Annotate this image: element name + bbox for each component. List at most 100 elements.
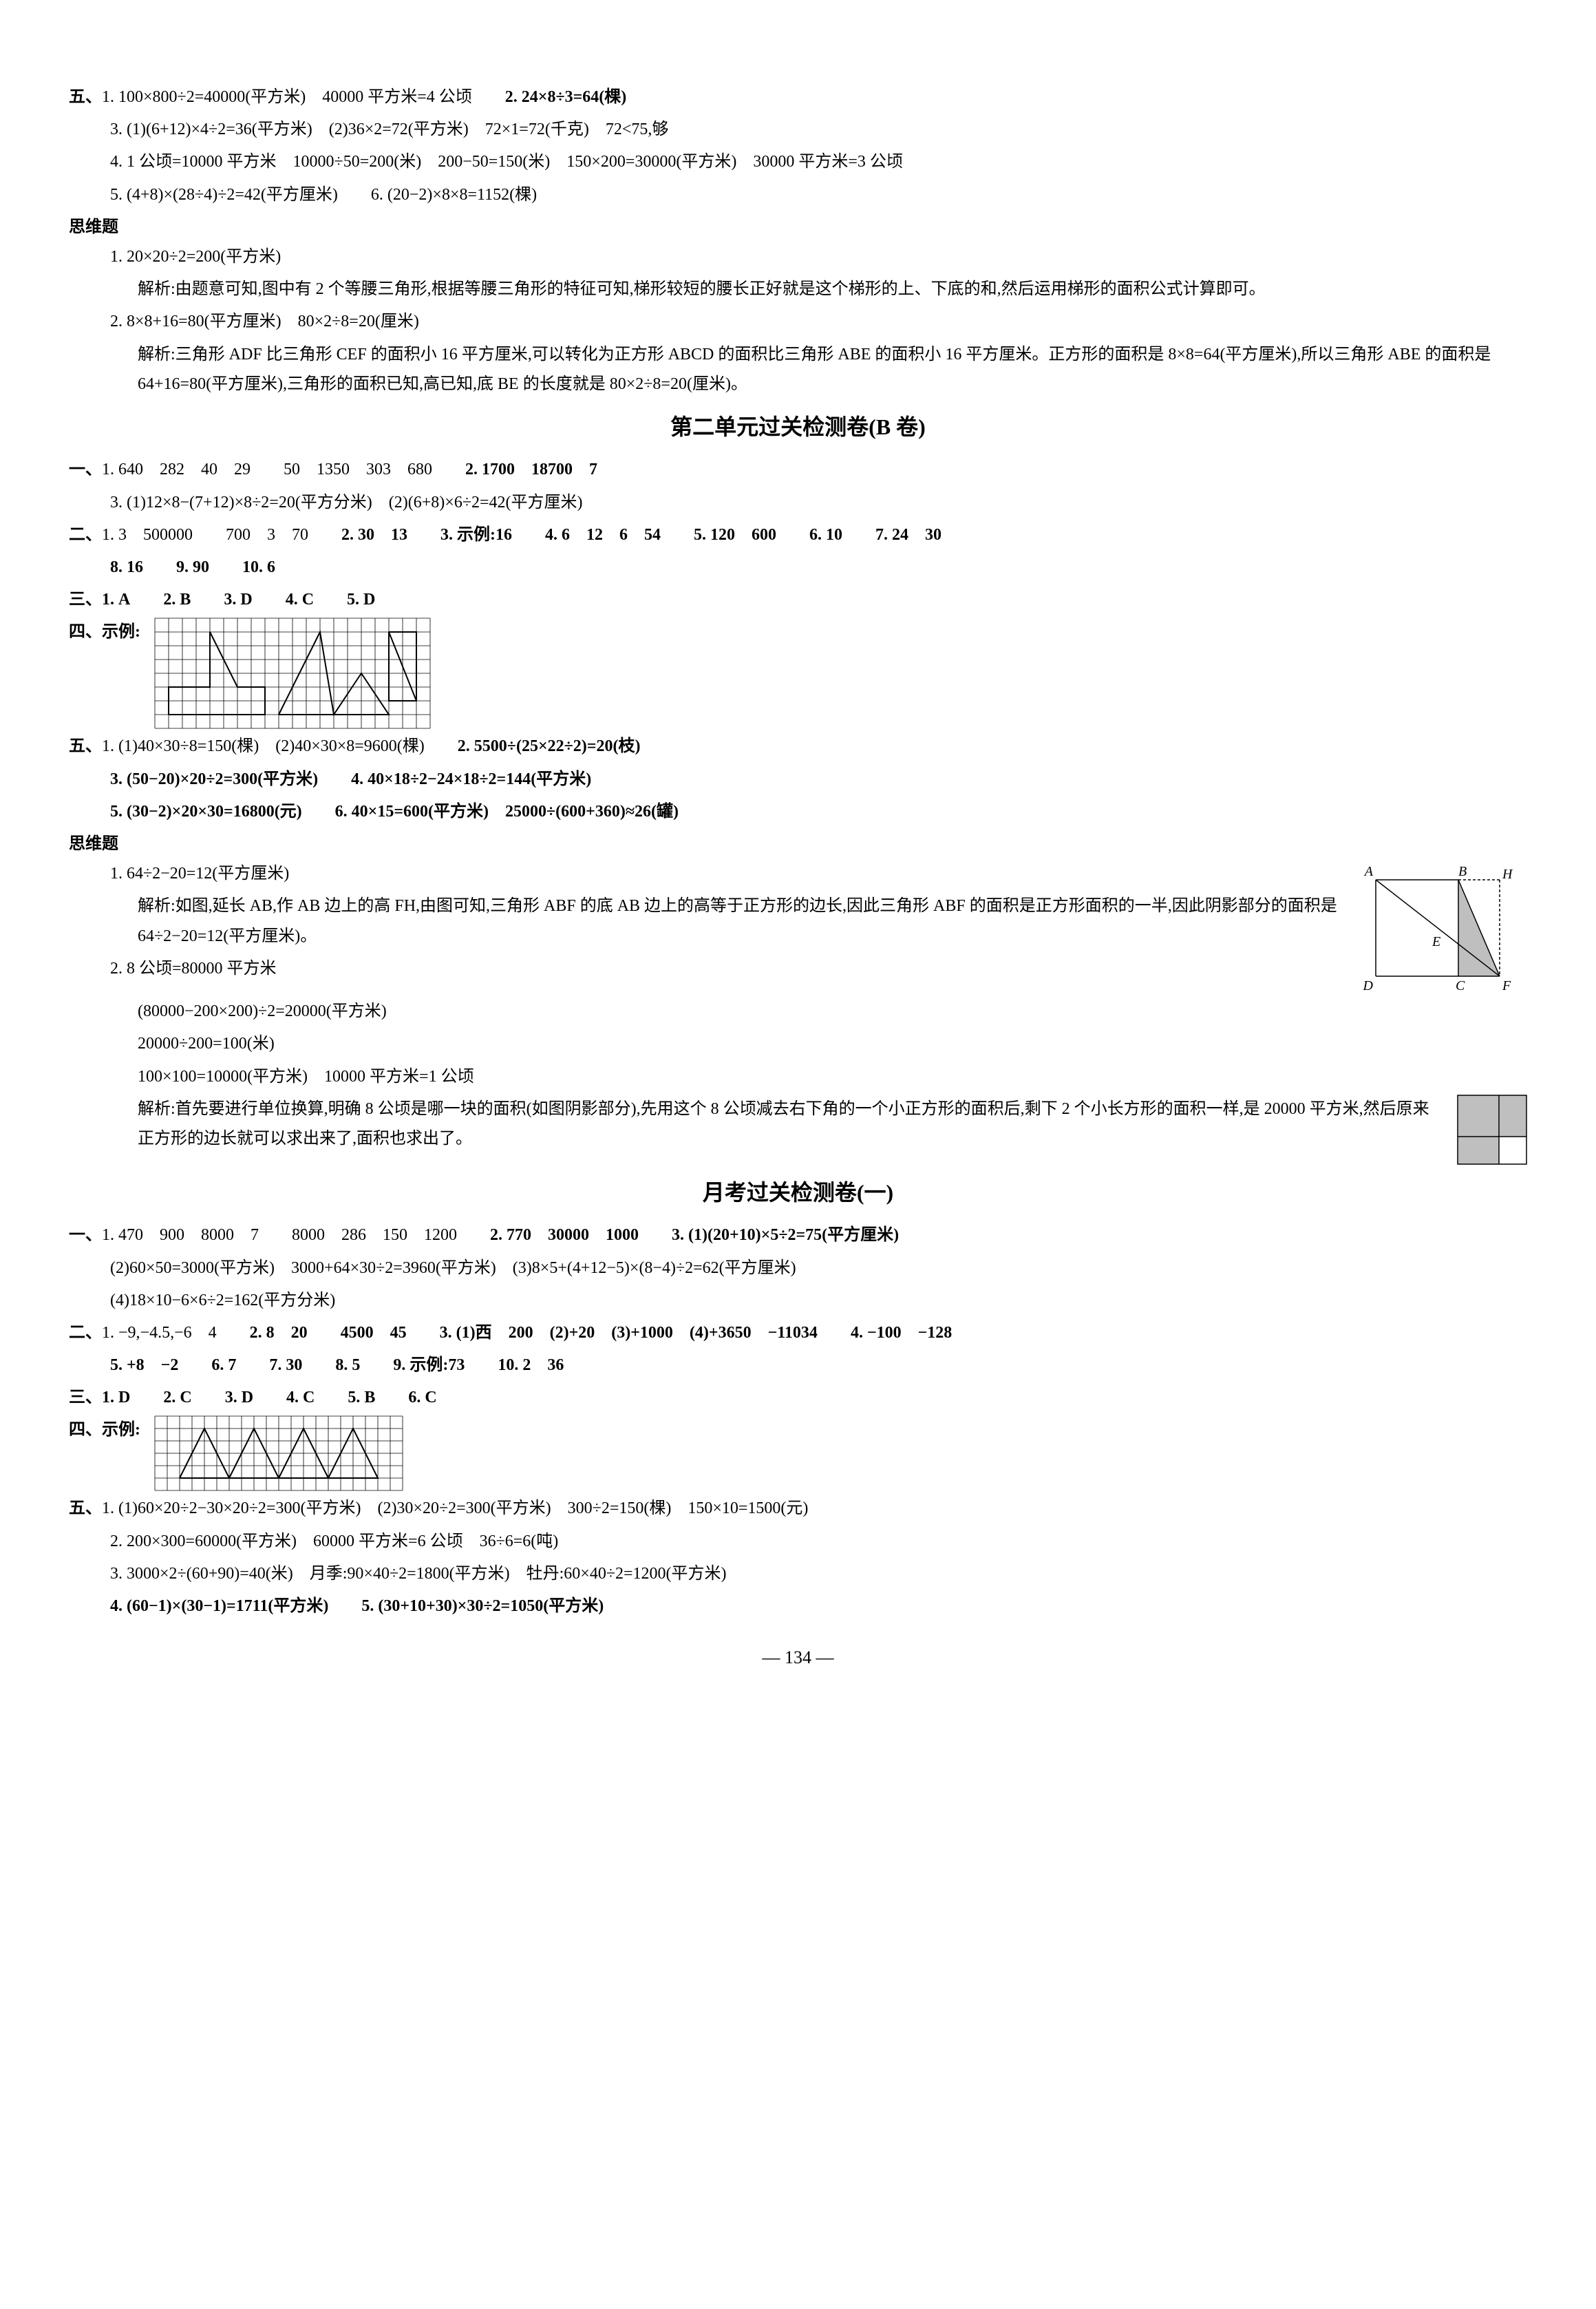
unit2-think-label: 思维题	[69, 835, 118, 853]
unit2-s5-row2: 3. (50−20)×20÷2=300(平方米) 4. 40×18÷2−24×1…	[69, 765, 1527, 794]
unit2-s1-1a: 1. 640 282 40 29 50 1350 303 680	[102, 461, 432, 478]
unit2-s3: 三、1. A 2. B 3. D 4. C 5. D	[69, 585, 1527, 615]
sectionA-line1: 五、1. 100×800÷2=40000(平方米) 40000 平方米=4 公顷…	[69, 83, 1527, 112]
ms1-1c: 3. (1)(20+10)×5÷2=75(平方厘米)	[672, 1226, 899, 1244]
thinkA-t1exp: 解析:由题意可知,图中有 2 个等腰三角形,根据等腰三角形的特征可知,梯形较短的…	[69, 275, 1527, 304]
ms3-2: 2. C	[163, 1389, 191, 1406]
u2s5-1a: 1. (1)40×30÷8=150(棵) (2)40×30×8=9600(棵)	[102, 737, 425, 755]
svg-text:C: C	[1456, 978, 1465, 993]
page-number: — 134 —	[69, 1642, 1527, 1674]
thinkA-label: 思维题	[69, 218, 118, 236]
unit2-s2-row2: 8. 16 9. 90 10. 6	[69, 553, 1527, 582]
ms3-3: 3. D	[225, 1389, 253, 1406]
sectionA-item2: 2. 24×8÷3=64(棵)	[505, 88, 627, 106]
svg-text:D: D	[1363, 978, 1374, 993]
u2s3-3: 3. D	[224, 591, 252, 609]
unit2-s1-3: 3. (1)12×8−(7+12)×8÷2=20(平方分米) (2)(6+8)×…	[69, 488, 1527, 518]
ms3-6: 6. C	[408, 1389, 436, 1406]
ms1-l3: (4)18×10−6×6÷2=162(平方分米)	[69, 1286, 1527, 1316]
sectionA-item1: 1. 100×800÷2=40000(平方米) 40000 平方米=4 公顷	[102, 88, 472, 106]
svg-text:B: B	[1458, 864, 1467, 879]
ms5-4: 4. (60−1)×(30−1)=1711(平方米)	[110, 1597, 328, 1615]
svg-text:F: F	[1502, 978, 1511, 993]
ms1-1b: 2. 770 30000 1000	[490, 1226, 639, 1244]
sectionA-item5-6: 5. (4+8)×(28÷4)÷2=42(平方厘米) 6. (20−2)×8×8…	[69, 180, 1527, 210]
ms2-6: 6. 7	[211, 1356, 236, 1374]
ms5-5: 5. (30+10+30)×30÷2=1050(平方米)	[361, 1597, 604, 1615]
ms3-5: 5. B	[348, 1389, 375, 1406]
u2s5-6: 6. 40×15=600(平方米) 25000÷(600+360)≈26(罐)	[335, 803, 679, 821]
ms2-8: 8. 5	[335, 1356, 360, 1374]
thinkA-t1: 1. 20×20÷2=200(平方米)	[69, 242, 1527, 272]
u2s3-4: 4. C	[286, 591, 314, 609]
monthly-s2-label: 二、	[69, 1324, 102, 1342]
sectionA-item5: 5. (4+8)×(28÷4)÷2=42(平方厘米)	[110, 186, 338, 204]
square-diagram	[1457, 1095, 1527, 1165]
sectionA-item3: 3. (1)(6+12)×4÷2=36(平方米) (2)36×2=72(平方米)…	[69, 115, 1527, 145]
u2think-t1exp: 解析:如图,延长 AB,作 AB 边上的高 FH,由图可知,三角形 ABF 的底…	[69, 892, 1341, 951]
unit2-think-block2: 解析:首先要进行单位换算,明确 8 公顷是哪一块的面积(如图阴影部分),先用这个…	[69, 1095, 1527, 1165]
monthly-s2-row2: 5. +8 −2 6. 7 7. 30 8. 5 9. 示例:73 10. 2 …	[69, 1351, 1527, 1380]
ms2-4: 4. −100 −128	[851, 1324, 952, 1342]
ms1-l2: (2)60×50=3000(平方米) 3000+64×30÷2=3960(平方米…	[69, 1254, 1527, 1283]
u2think-t1: 1. 64÷2−20=12(平方厘米)	[69, 859, 1341, 889]
unit2-s1-label: 一、	[69, 461, 102, 478]
u2s2-7: 7. 24 30	[875, 526, 941, 544]
u2s2-8: 8. 16	[110, 558, 143, 576]
u2think-t2exp: 解析:首先要进行单位换算,明确 8 公顷是哪一块的面积(如图阴影部分),先用这个…	[69, 1095, 1443, 1154]
unit2-s5-label: 五、	[69, 737, 102, 755]
u2s2-4: 4. 6 12 6 54	[545, 526, 661, 544]
ms2-3: 3. (1)西 200 (2)+20 (3)+1000 (4)+3650 −11…	[440, 1324, 818, 1342]
unit2-s1-1b: 2. 1700 18700 7	[465, 461, 597, 478]
svg-text:E: E	[1432, 934, 1440, 949]
ms2-9: 9. 示例:73	[393, 1356, 465, 1374]
u2s2-6: 6. 10	[809, 526, 842, 544]
grid-diagram-2	[154, 1415, 403, 1491]
sectionA-label: 五、	[69, 88, 102, 106]
u2s2-2: 2. 30 13	[341, 526, 407, 544]
monthly-s2-row1: 二、1. −9,−4.5,−6 4 2. 8 20 4500 45 3. (1)…	[69, 1318, 1527, 1348]
unit2-s1-row1: 一、1. 640 282 40 29 50 1350 303 680 2. 17…	[69, 455, 1527, 485]
ms5-1: 1. (1)60×20÷2−30×20÷2=300(平方米) (2)30×20÷…	[102, 1499, 808, 1517]
u2s3-1: 1. A	[102, 591, 130, 609]
svg-text:A: A	[1363, 864, 1374, 879]
u2s3-5: 5. D	[347, 591, 375, 609]
sectionA-item6: 6. (20−2)×8×8=1152(棵)	[371, 186, 537, 204]
u2s2-10: 10. 6	[242, 558, 275, 576]
u2s5-1b: 2. 5500÷(25×22÷2)=20(枝)	[458, 737, 641, 755]
monthly-title: 月考过关检测卷(一)	[69, 1173, 1527, 1213]
monthly-s3-label: 三、	[69, 1389, 102, 1406]
ms2-10: 10. 2 36	[498, 1356, 564, 1374]
ms3-4: 4. C	[286, 1389, 315, 1406]
ms5-3: 3. 3000×2÷(60+90)=40(米) 月季:90×40÷2=1800(…	[69, 1559, 1527, 1589]
ms2-5: 5. +8 −2	[110, 1356, 178, 1374]
ms1-1a: 1. 470 900 8000 7 8000 286 150 1200	[102, 1226, 457, 1244]
u2think-t2l3: 100×100=10000(平方米) 10000 平方米=1 公顷	[69, 1062, 1527, 1092]
thinkA-t2: 2. 8×8+16=80(平方厘米) 80×2÷8=20(厘米)	[69, 307, 1527, 337]
unit2-s2-row1: 二、1. 3 500000 700 3 70 2. 30 13 3. 示例:16…	[69, 520, 1527, 550]
monthly-s3: 三、1. D 2. C 3. D 4. C 5. B 6. C	[69, 1383, 1527, 1413]
thinkA-t2exp: 解析:三角形 ADF 比三角形 CEF 的面积小 16 平方厘米,可以转化为正方…	[69, 340, 1527, 399]
monthly-s1-label: 一、	[69, 1226, 102, 1244]
u2think-t2: 2. 8 公顷=80000 平方米	[69, 954, 1341, 984]
page-num-val: 134	[785, 1647, 811, 1667]
monthly-s5-row1: 五、1. (1)60×20÷2−30×20÷2=300(平方米) (2)30×2…	[69, 1494, 1527, 1523]
u2s2-5: 5. 120 600	[694, 526, 776, 544]
monthly-s4-label: 四、示例:	[69, 1421, 140, 1439]
unit2-s5-row1: 五、1. (1)40×30÷8=150(棵) (2)40×30×8=9600(棵…	[69, 732, 1527, 761]
unit2-s4-label: 四、示例:	[69, 623, 140, 641]
u2s2-3: 3. 示例:16	[440, 526, 512, 544]
ms2-1: 1. −9,−4.5,−6 4	[102, 1324, 217, 1342]
sectionA-item4: 4. 1 公顷=10000 平方米 10000÷50=200(米) 200−50…	[69, 147, 1527, 177]
ms5-2: 2. 200×300=60000(平方米) 60000 平方米=6 公顷 36÷…	[69, 1527, 1527, 1557]
unit2-title: 第二单元过关检测卷(B 卷)	[69, 408, 1527, 447]
u2s5-5: 5. (30−2)×20×30=16800(元)	[110, 803, 302, 821]
u2s5-4: 4. 40×18÷2−24×18÷2=144(平方米)	[351, 770, 591, 788]
monthly-s5-label: 五、	[69, 1499, 102, 1517]
ms3-1: 1. D	[102, 1389, 130, 1406]
u2think-t2l2: 20000÷200=100(米)	[69, 1029, 1527, 1059]
u2s2-1: 1. 3 500000 700 3 70	[102, 526, 308, 544]
u2s5-3: 3. (50−20)×20÷2=300(平方米)	[110, 770, 318, 788]
u2s3-2: 2. B	[163, 591, 191, 609]
monthly-s1-row1: 一、1. 470 900 8000 7 8000 286 150 1200 2.…	[69, 1221, 1527, 1250]
